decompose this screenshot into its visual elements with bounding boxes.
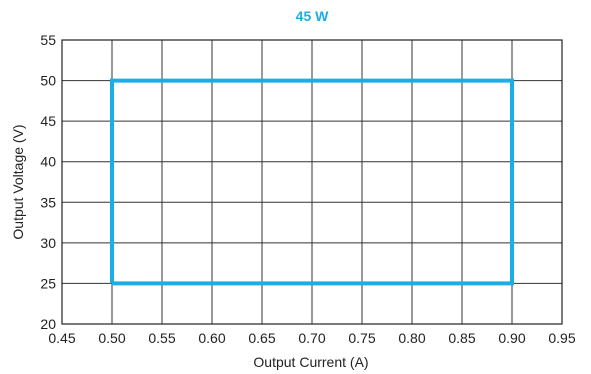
y-tick-label: 30 bbox=[40, 235, 56, 251]
y-tick-label: 50 bbox=[40, 73, 56, 89]
y-tick-label: 45 bbox=[40, 113, 56, 129]
y-tick-label: 40 bbox=[40, 154, 56, 170]
x-tick-labels: 0.45 0.50 0.55 0.60 0.65 0.70 0.75 0.80 0.85 0.90… bbox=[48, 330, 575, 346]
x-tick-label: 0.80 bbox=[398, 330, 425, 346]
x-tick-label: 0.70 bbox=[298, 330, 325, 346]
x-axis-title: Output Current (A) bbox=[253, 354, 368, 370]
grid bbox=[61, 39, 563, 325]
plot-frame bbox=[61, 39, 563, 325]
y-tick-label: 25 bbox=[40, 275, 56, 291]
x-tick-label: 0.85 bbox=[448, 330, 475, 346]
chart-title: 45 W bbox=[296, 8, 329, 24]
x-tick-label: 0.75 bbox=[348, 330, 375, 346]
y-tick-labels: 20 25 30 35 40 45 50 55 bbox=[40, 32, 56, 332]
y-tick-label: 35 bbox=[40, 194, 56, 210]
series-layer bbox=[110, 78, 514, 286]
x-tick-label: 0.60 bbox=[198, 330, 225, 346]
x-tick-label: 0.55 bbox=[148, 330, 175, 346]
x-tick-label: 0.65 bbox=[248, 330, 275, 346]
x-tick-label: 0.90 bbox=[498, 330, 525, 346]
y-tick-label: 20 bbox=[40, 316, 56, 332]
x-tick-label: 0.95 bbox=[548, 330, 575, 346]
y-tick-label: 55 bbox=[40, 32, 56, 48]
series-line bbox=[110, 78, 514, 286]
x-tick-label: 0.45 bbox=[48, 330, 75, 346]
y-axis-title: Output Voltage (V) bbox=[10, 124, 26, 239]
x-tick-label: 0.50 bbox=[98, 330, 125, 346]
